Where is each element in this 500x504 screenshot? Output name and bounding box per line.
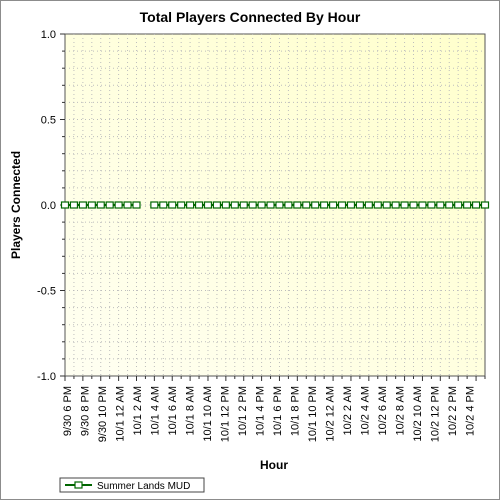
data-point — [311, 201, 320, 209]
data-point — [400, 201, 409, 209]
x-tick-label: 10/2 4 AM — [360, 386, 372, 436]
chart-title: Total Players Connected By Hour — [140, 9, 361, 25]
data-point — [123, 201, 132, 209]
x-tick-label: 9/30 8 PM — [80, 386, 92, 436]
data-point — [355, 201, 364, 209]
legend-box — [59, 477, 205, 493]
x-tick-label: 10/2 8 AM — [395, 386, 407, 436]
data-point — [436, 201, 445, 209]
data-point — [463, 201, 472, 209]
data-point — [373, 201, 382, 209]
data-point — [132, 201, 141, 209]
data-point — [328, 201, 338, 209]
x-tick-label: 10/1 2 AM — [132, 386, 144, 436]
data-point — [293, 201, 302, 209]
data-point — [212, 201, 222, 209]
x-tick-label: 10/1 6 AM — [167, 386, 179, 436]
data-point — [471, 201, 481, 209]
x-tick-label: 10/2 10 AM — [412, 386, 424, 442]
x-tick-label: 10/2 12 PM — [430, 386, 442, 442]
x-tick-label: 10/2 2 AM — [342, 386, 354, 436]
data-point — [230, 201, 239, 209]
y-tick-label: 0.5 — [41, 115, 56, 127]
data-point — [87, 201, 96, 209]
data-point — [239, 201, 248, 209]
data-point — [248, 201, 257, 209]
x-tick-label: 10/1 2 PM — [237, 386, 249, 436]
data-point — [445, 201, 454, 209]
legend: Summer Lands MUD — [59, 477, 205, 493]
data-point — [346, 201, 356, 209]
y-axis: 1.0 0.5 0.0 -0.5 -1.0 — [37, 29, 65, 383]
data-point — [69, 201, 79, 209]
x-tick-label: 10/2 2 PM — [447, 386, 459, 436]
series-layer — [60, 201, 490, 209]
data-point — [168, 201, 177, 209]
data-point — [337, 201, 347, 209]
data-point — [302, 201, 311, 209]
data-point — [409, 201, 418, 209]
x-tick-label: 10/1 12 PM — [220, 386, 232, 442]
data-point — [418, 201, 427, 209]
data-point — [60, 201, 70, 209]
data-point — [194, 201, 204, 209]
data-point — [382, 201, 391, 209]
x-tick-label: 10/2 12 AM — [325, 386, 337, 442]
data-point — [114, 201, 123, 209]
data-point — [275, 201, 284, 209]
data-point — [96, 201, 105, 209]
data-point — [257, 201, 266, 209]
x-tick-label: 10/1 4 AM — [150, 386, 162, 436]
data-point — [221, 201, 230, 209]
x-tick-label: 10/1 8 PM — [290, 386, 302, 436]
data-point — [105, 201, 114, 209]
x-tick-label: 10/1 10 PM — [307, 386, 319, 442]
y-tick-label: 1.0 — [41, 29, 56, 41]
x-tick-label: 10/1 12 AM — [115, 386, 127, 442]
x-tick-label: 10/1 4 PM — [255, 386, 267, 436]
data-point — [177, 201, 186, 209]
legend-swatch-marker — [74, 481, 83, 489]
data-point — [159, 201, 168, 209]
y-tick-label: 0.0 — [41, 200, 56, 212]
data-point — [186, 201, 195, 209]
x-axis-title: Hour — [260, 458, 288, 472]
x-tick-label: 9/30 6 PM — [62, 386, 74, 436]
data-point — [266, 201, 275, 209]
data-point — [427, 201, 436, 209]
x-axis: 9/30 6 PM 9/30 8 PM 9/30 10 PM 10/1 12 AM 10… — [62, 376, 486, 442]
grid — [65, 34, 485, 376]
data-point — [480, 201, 490, 209]
data-point — [364, 201, 373, 209]
x-tick-label: 10/2 4 PM — [465, 386, 477, 436]
data-point — [284, 201, 293, 209]
y-tick-label: -1.0 — [37, 371, 56, 383]
data-point — [391, 201, 400, 209]
data-point — [203, 201, 213, 209]
data-point — [150, 201, 159, 209]
x-tick-label: 10/1 10 AM — [202, 386, 214, 442]
data-point — [78, 201, 87, 209]
data-point — [320, 201, 329, 209]
x-tick-label: 10/2 6 AM — [377, 386, 389, 436]
x-tick-label: 10/1 6 PM — [272, 386, 284, 436]
y-axis-title: Players Connected — [9, 151, 23, 259]
x-tick-label: 10/1 8 AM — [185, 386, 197, 436]
data-point — [454, 201, 463, 209]
x-tick-label: 9/30 10 PM — [97, 386, 109, 442]
legend-label: Summer Lands MUD — [97, 481, 190, 492]
y-tick-label: -0.5 — [37, 286, 56, 298]
